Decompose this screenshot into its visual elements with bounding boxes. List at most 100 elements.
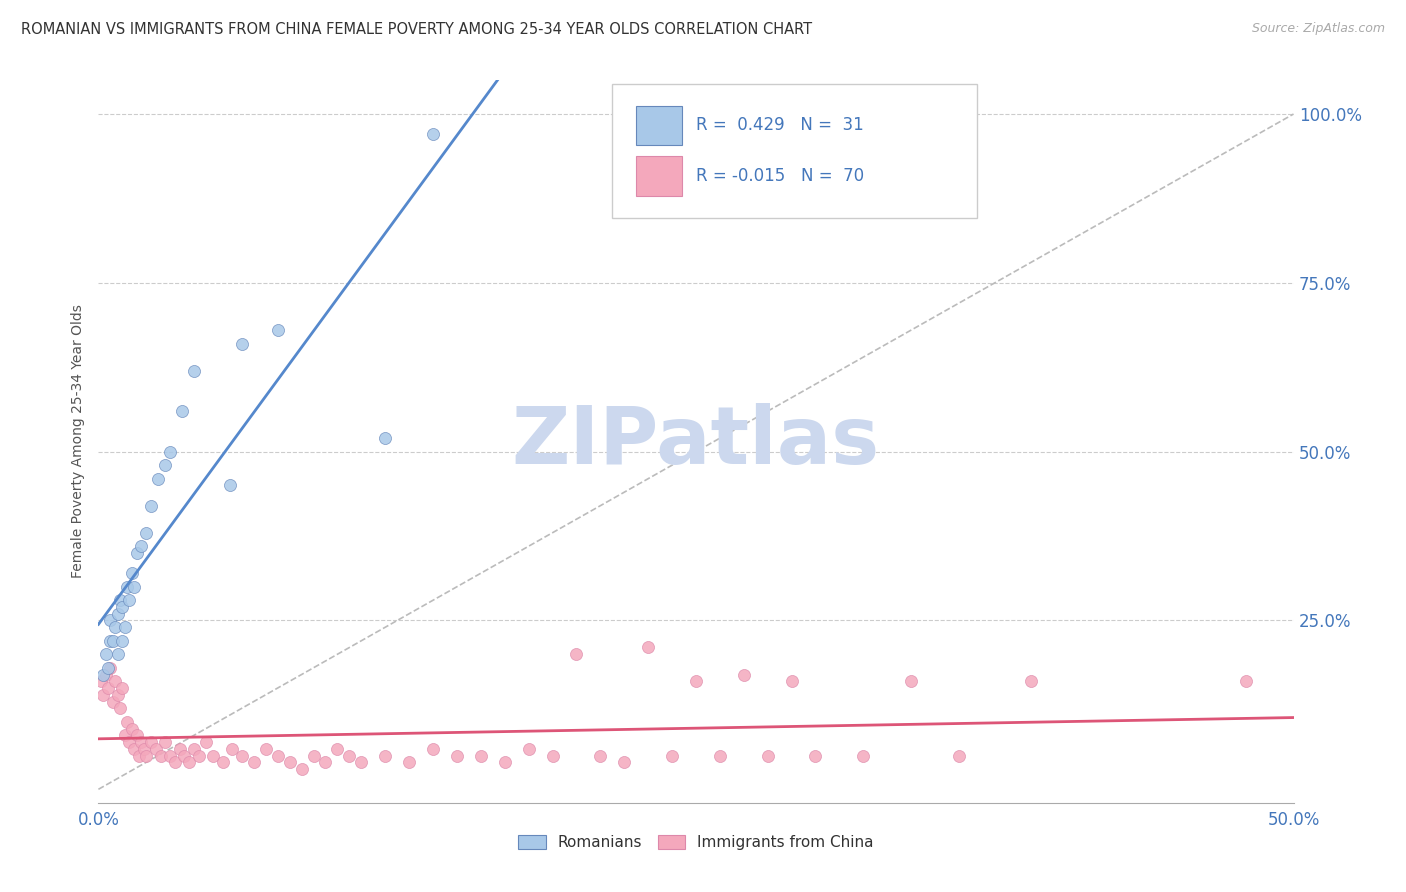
Point <box>115 714 138 729</box>
Point <box>756 748 779 763</box>
Point <box>159 748 181 763</box>
Point <box>149 748 172 763</box>
Text: ROMANIAN VS IMMIGRANTS FROM CHINA FEMALE POVERTY AMONG 25-34 YEAR OLDS CORRELATI: ROMANIAN VS IMMIGRANTS FROM CHINA FEMALE… <box>21 22 813 37</box>
Point <box>446 748 468 763</box>
Point <box>221 741 243 756</box>
Point <box>131 539 153 553</box>
Point <box>374 431 396 445</box>
Point <box>139 499 162 513</box>
Point <box>145 741 167 756</box>
Point <box>111 599 134 614</box>
Point <box>326 741 349 756</box>
Point <box>163 756 186 770</box>
Point <box>125 728 148 742</box>
Point <box>231 336 253 351</box>
Point <box>243 756 266 770</box>
Point <box>637 640 659 655</box>
Point <box>131 735 153 749</box>
FancyBboxPatch shape <box>637 156 682 196</box>
Point <box>733 667 755 681</box>
Point <box>101 633 124 648</box>
Point <box>114 620 136 634</box>
Point <box>172 404 194 418</box>
Point <box>1234 674 1257 689</box>
Point <box>159 444 181 458</box>
Legend: Romanians, Immigrants from China: Romanians, Immigrants from China <box>512 830 880 856</box>
Point <box>91 667 114 681</box>
Point <box>132 741 155 756</box>
Point <box>278 756 301 770</box>
Point <box>179 756 201 770</box>
Point <box>589 748 612 763</box>
Point <box>374 748 396 763</box>
Point <box>101 694 124 708</box>
Point <box>202 748 225 763</box>
Point <box>422 128 444 142</box>
Point <box>173 748 195 763</box>
Point <box>111 633 134 648</box>
Point <box>135 748 157 763</box>
Point <box>104 674 127 689</box>
Point <box>97 681 120 695</box>
Point <box>291 762 314 776</box>
Point <box>128 748 150 763</box>
Point <box>685 674 707 689</box>
Point <box>183 741 205 756</box>
Point <box>900 674 922 689</box>
Point <box>315 756 337 770</box>
Point <box>121 566 143 581</box>
Point <box>1019 674 1042 689</box>
Point <box>948 748 970 763</box>
Point <box>187 748 209 763</box>
Point <box>709 748 731 763</box>
Y-axis label: Female Poverty Among 25-34 Year Olds: Female Poverty Among 25-34 Year Olds <box>70 304 84 579</box>
Point <box>139 735 162 749</box>
Point <box>661 748 683 763</box>
Point <box>211 756 233 770</box>
Point <box>470 748 492 763</box>
Point <box>169 741 191 756</box>
Point <box>339 748 361 763</box>
Point <box>780 674 803 689</box>
Text: R = -0.015   N =  70: R = -0.015 N = 70 <box>696 167 865 185</box>
Point <box>90 674 112 689</box>
Text: R =  0.429   N =  31: R = 0.429 N = 31 <box>696 117 863 135</box>
Point <box>111 681 134 695</box>
Point <box>98 661 122 675</box>
Point <box>108 593 131 607</box>
Point <box>267 323 290 337</box>
Point <box>155 735 177 749</box>
Text: Source: ZipAtlas.com: Source: ZipAtlas.com <box>1251 22 1385 36</box>
Point <box>115 580 138 594</box>
Point <box>422 741 444 756</box>
Point <box>852 748 875 763</box>
Text: ZIPatlas: ZIPatlas <box>512 402 880 481</box>
Point <box>94 667 117 681</box>
Point <box>114 728 136 742</box>
Point <box>195 735 218 749</box>
FancyBboxPatch shape <box>613 84 977 218</box>
Point <box>107 647 129 661</box>
Point <box>104 620 127 634</box>
Point <box>302 748 325 763</box>
Point <box>118 593 141 607</box>
Point <box>254 741 277 756</box>
Point <box>183 364 205 378</box>
Point <box>125 546 148 560</box>
Point <box>124 580 146 594</box>
Point <box>118 735 141 749</box>
Point <box>267 748 290 763</box>
Point <box>494 756 516 770</box>
Point <box>97 661 120 675</box>
Point <box>350 756 373 770</box>
Point <box>565 647 588 661</box>
Point <box>541 748 564 763</box>
Point <box>148 472 170 486</box>
Point <box>804 748 827 763</box>
Point <box>155 458 177 472</box>
Point <box>98 614 122 628</box>
Point <box>121 722 143 736</box>
Point <box>94 647 117 661</box>
Point <box>91 688 114 702</box>
Point <box>98 633 122 648</box>
